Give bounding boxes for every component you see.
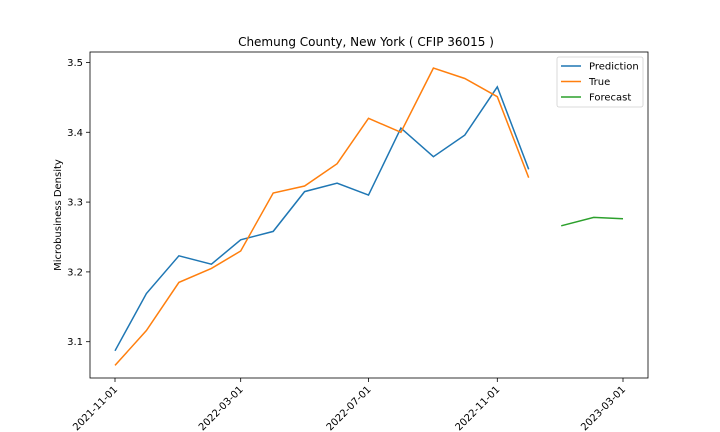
- y-axis-label: Microbusiness Density: [53, 159, 64, 271]
- x-tick-label: 2021-11-01: [71, 384, 120, 432]
- y-tick-label: 3.3: [67, 198, 83, 209]
- legend-box: [556, 56, 644, 108]
- plot-area-frame: [89, 51, 649, 379]
- y-tick-label: 3.5: [67, 58, 83, 69]
- x-tick-label: 2023-03-01: [579, 384, 628, 432]
- legend-label: True: [588, 77, 610, 88]
- legend-label: Prediction: [589, 62, 639, 73]
- x-tick-label: 2022-07-01: [325, 384, 374, 432]
- legend-label: Forecast: [589, 93, 631, 104]
- y-axis: 3.1 3.2 3.3 3.4 3.5: [67, 58, 90, 348]
- series-line-true: [114, 67, 530, 366]
- legend: Prediction True Forecast: [556, 56, 644, 108]
- y-tick-label: 3.1: [67, 337, 83, 348]
- y-tick-label: 3.4: [67, 128, 83, 139]
- y-tick-label: 3.2: [67, 267, 83, 278]
- series-line-forecast: [561, 216, 624, 227]
- series-lines: [114, 67, 624, 366]
- x-tick-label: 2022-03-01: [197, 384, 246, 432]
- chart-title: Chemung County, New York ( CFIP 36015 ): [238, 35, 494, 49]
- x-axis: 2021-11-01 2022-03-01 2022-07-01 2022-11-01…: [71, 378, 628, 432]
- x-tick-label: 2022-11-01: [454, 384, 503, 432]
- series-line-prediction: [114, 85, 530, 352]
